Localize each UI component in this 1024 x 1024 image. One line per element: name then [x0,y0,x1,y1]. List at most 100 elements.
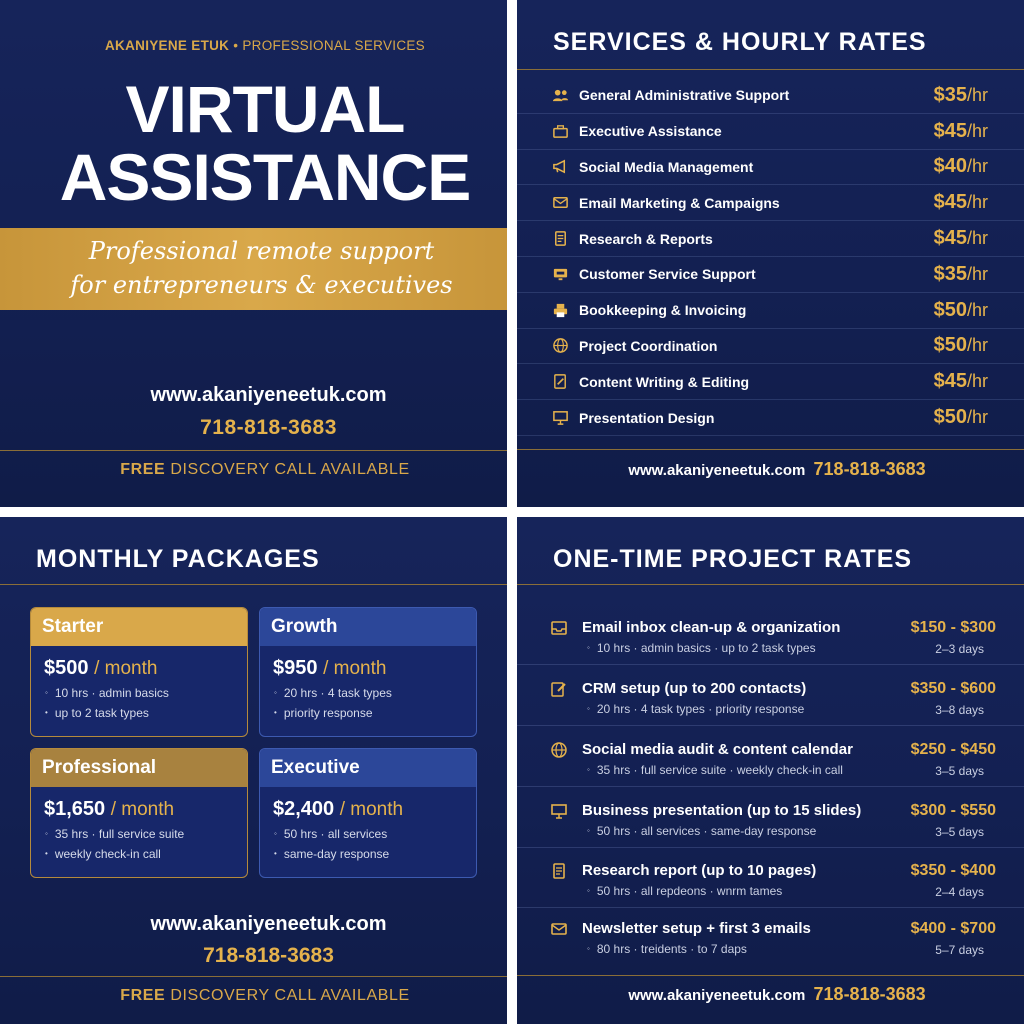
service-name: General Administrative Support [579,87,790,104]
project-price: $150 - $300 [910,619,996,636]
service-row[interactable]: Research & Reports $45/hr [517,221,1024,257]
project-detail: ◦ 35 hrs · full service suite · weekly ch… [587,763,843,777]
package-card[interactable]: Growth $950 / month ◦ 20 hrs · 4 task types… [259,607,477,737]
detail-text: 20 hrs · 4 task types · priority respons… [596,702,805,716]
kicker-tag: PROFESSIONAL SERVICES [242,38,425,53]
service-row[interactable]: Project Coordination $50/hr [517,329,1024,365]
service-row[interactable]: Presentation Design $50/hr [517,400,1024,436]
bullet: • [45,708,48,717]
package-detail: • weekly check-in call [31,847,247,861]
detail-text: priority response [283,706,373,720]
bullet: ◦ [45,829,48,838]
package-price: $950 / month [260,657,476,680]
tagline-line2: for entrepreneurs & executives [70,271,453,299]
project-row[interactable]: Email inbox clean-up & organization ◦ 10 h… [517,607,1024,665]
service-name: Email Marketing & Campaigns [579,194,780,211]
rate-value: $45 [933,227,967,250]
edit-icon [550,680,570,700]
footer-free: FREE [120,461,166,478]
rate-value: $45 [933,191,967,214]
service-row[interactable]: General Administrative Support $35/hr [517,78,1024,114]
website-link[interactable]: www.akaniyeneetuk.com [628,462,806,479]
project-name: Research report (up to 10 pages) [582,862,817,879]
project-row[interactable]: CRM setup (up to 200 contacts) ◦ 20 hrs · … [517,668,1024,726]
project-name: CRM setup (up to 200 contacts) [582,680,807,697]
website-link[interactable]: www.akaniyeneetuk.com [150,913,387,935]
rate-value: $45 [933,119,967,142]
package-detail: ◦ 10 hrs · admin basics [31,686,247,700]
service-rate: $45/hr [934,370,988,393]
service-row[interactable]: Content Writing & Editing $45/hr [517,364,1024,401]
footer-text: DISCOVERY CALL AVAILABLE [170,461,410,478]
package-name: Executive [260,749,476,787]
price-value: $500 [44,657,89,679]
price-period: / month [323,658,387,679]
packages-panel: MONTHLY PACKAGES Starter $500 / month ◦ 10 … [0,517,507,1024]
service-name: Customer Service Support [579,266,756,283]
project-row[interactable]: Newsletter setup + first 3 emails ◦ 80 hrs… [517,908,1024,966]
rate-value: $35 [933,83,967,106]
footer-free: FREE [120,987,166,1004]
package-card[interactable]: Starter $500 / month ◦ 10 hrs · admin basic… [30,607,248,737]
tagline-line1: Professional remote support [88,237,435,265]
rate-value: $50 [933,334,967,357]
divider [517,975,1024,976]
services-panel: SERVICES & HOURLY RATES General Administ… [517,0,1024,507]
packages-title: MONTHLY PACKAGES [36,545,320,573]
website-link[interactable]: www.akaniyeneetuk.com [150,384,387,406]
project-price: $300 - $550 [910,802,996,819]
detail-text: 50 hrs · all repdeons · wnrm tames [596,884,783,898]
price-value: $950 [273,657,318,679]
phone-number[interactable]: 718-818-3683 [203,944,334,967]
service-row[interactable]: Executive Assistance $45/hr [517,114,1024,150]
projects-panel: ONE-TIME PROJECT RATES Email inbox clean… [517,517,1024,1024]
service-row[interactable]: Social Media Management $40/hr [517,150,1024,186]
service-rate: $50/hr [934,334,988,357]
cover-panel: AKANIYENE ETUK • PROFESSIONAL SERVICES V… [0,0,507,507]
rate-unit: /hr [966,84,988,105]
bullet: ◦ [274,688,277,697]
globe-icon [550,336,570,356]
price-value: $1,650 [44,798,106,820]
service-row[interactable]: Email Marketing & Campaigns $45/hr [517,185,1024,222]
phone-number[interactable]: 718-818-3683 [813,459,926,479]
email-icon [550,193,570,213]
people-icon [550,85,570,105]
bullet: ◦ [587,704,590,713]
project-name: Business presentation (up to 15 slides) [582,802,862,819]
phone-number[interactable]: 718-818-3683 [200,416,337,439]
rate-value: $50 [933,298,967,321]
package-price: $1,650 / month [31,798,247,821]
service-row[interactable]: Customer Service Support $35/hr [517,257,1024,293]
project-row[interactable]: Business presentation (up to 15 slides) ◦… [517,790,1024,848]
project-price: $400 - $700 [910,920,996,937]
detail-text: up to 2 task types [54,706,149,720]
rate-unit: /hr [966,335,988,356]
package-card[interactable]: Executive $2,400 / month ◦ 50 hrs · all ser… [259,748,477,878]
price-period: / month [94,658,158,679]
detail-text: 80 hrs · treidents · to 7 daps [596,942,747,956]
inbox-icon [550,619,570,639]
detail-text: 35 hrs · full service suite · weekly che… [596,763,843,777]
package-card[interactable]: Professional $1,650 / month ◦ 35 hrs · full… [30,748,248,878]
presentation-icon [550,802,570,822]
rate-unit: /hr [966,156,988,177]
service-name: Content Writing & Editing [579,373,750,390]
rate-unit: /hr [966,192,988,213]
bullet: ◦ [45,688,48,697]
package-detail: • up to 2 task types [31,706,247,720]
presentation-icon [550,408,570,428]
project-duration: 2–4 days [935,885,984,899]
email-icon [550,920,570,940]
package-price: $500 / month [31,657,247,680]
project-row[interactable]: Social media audit & content calendar ◦ 35… [517,729,1024,787]
phone-number[interactable]: 718-818-3683 [813,984,926,1004]
rate-value: $35 [933,262,967,285]
service-rate: $35/hr [934,84,988,107]
package-detail: ◦ 35 hrs · full service suite [31,827,247,841]
service-rate: $35/hr [934,263,988,286]
project-row[interactable]: Research report (up to 10 pages) ◦ 50 hrs … [517,850,1024,908]
website-link[interactable]: www.akaniyeneetuk.com [628,987,806,1004]
pencil-icon [550,372,570,392]
service-row[interactable]: Bookkeeping & Invoicing $50/hr [517,293,1024,329]
